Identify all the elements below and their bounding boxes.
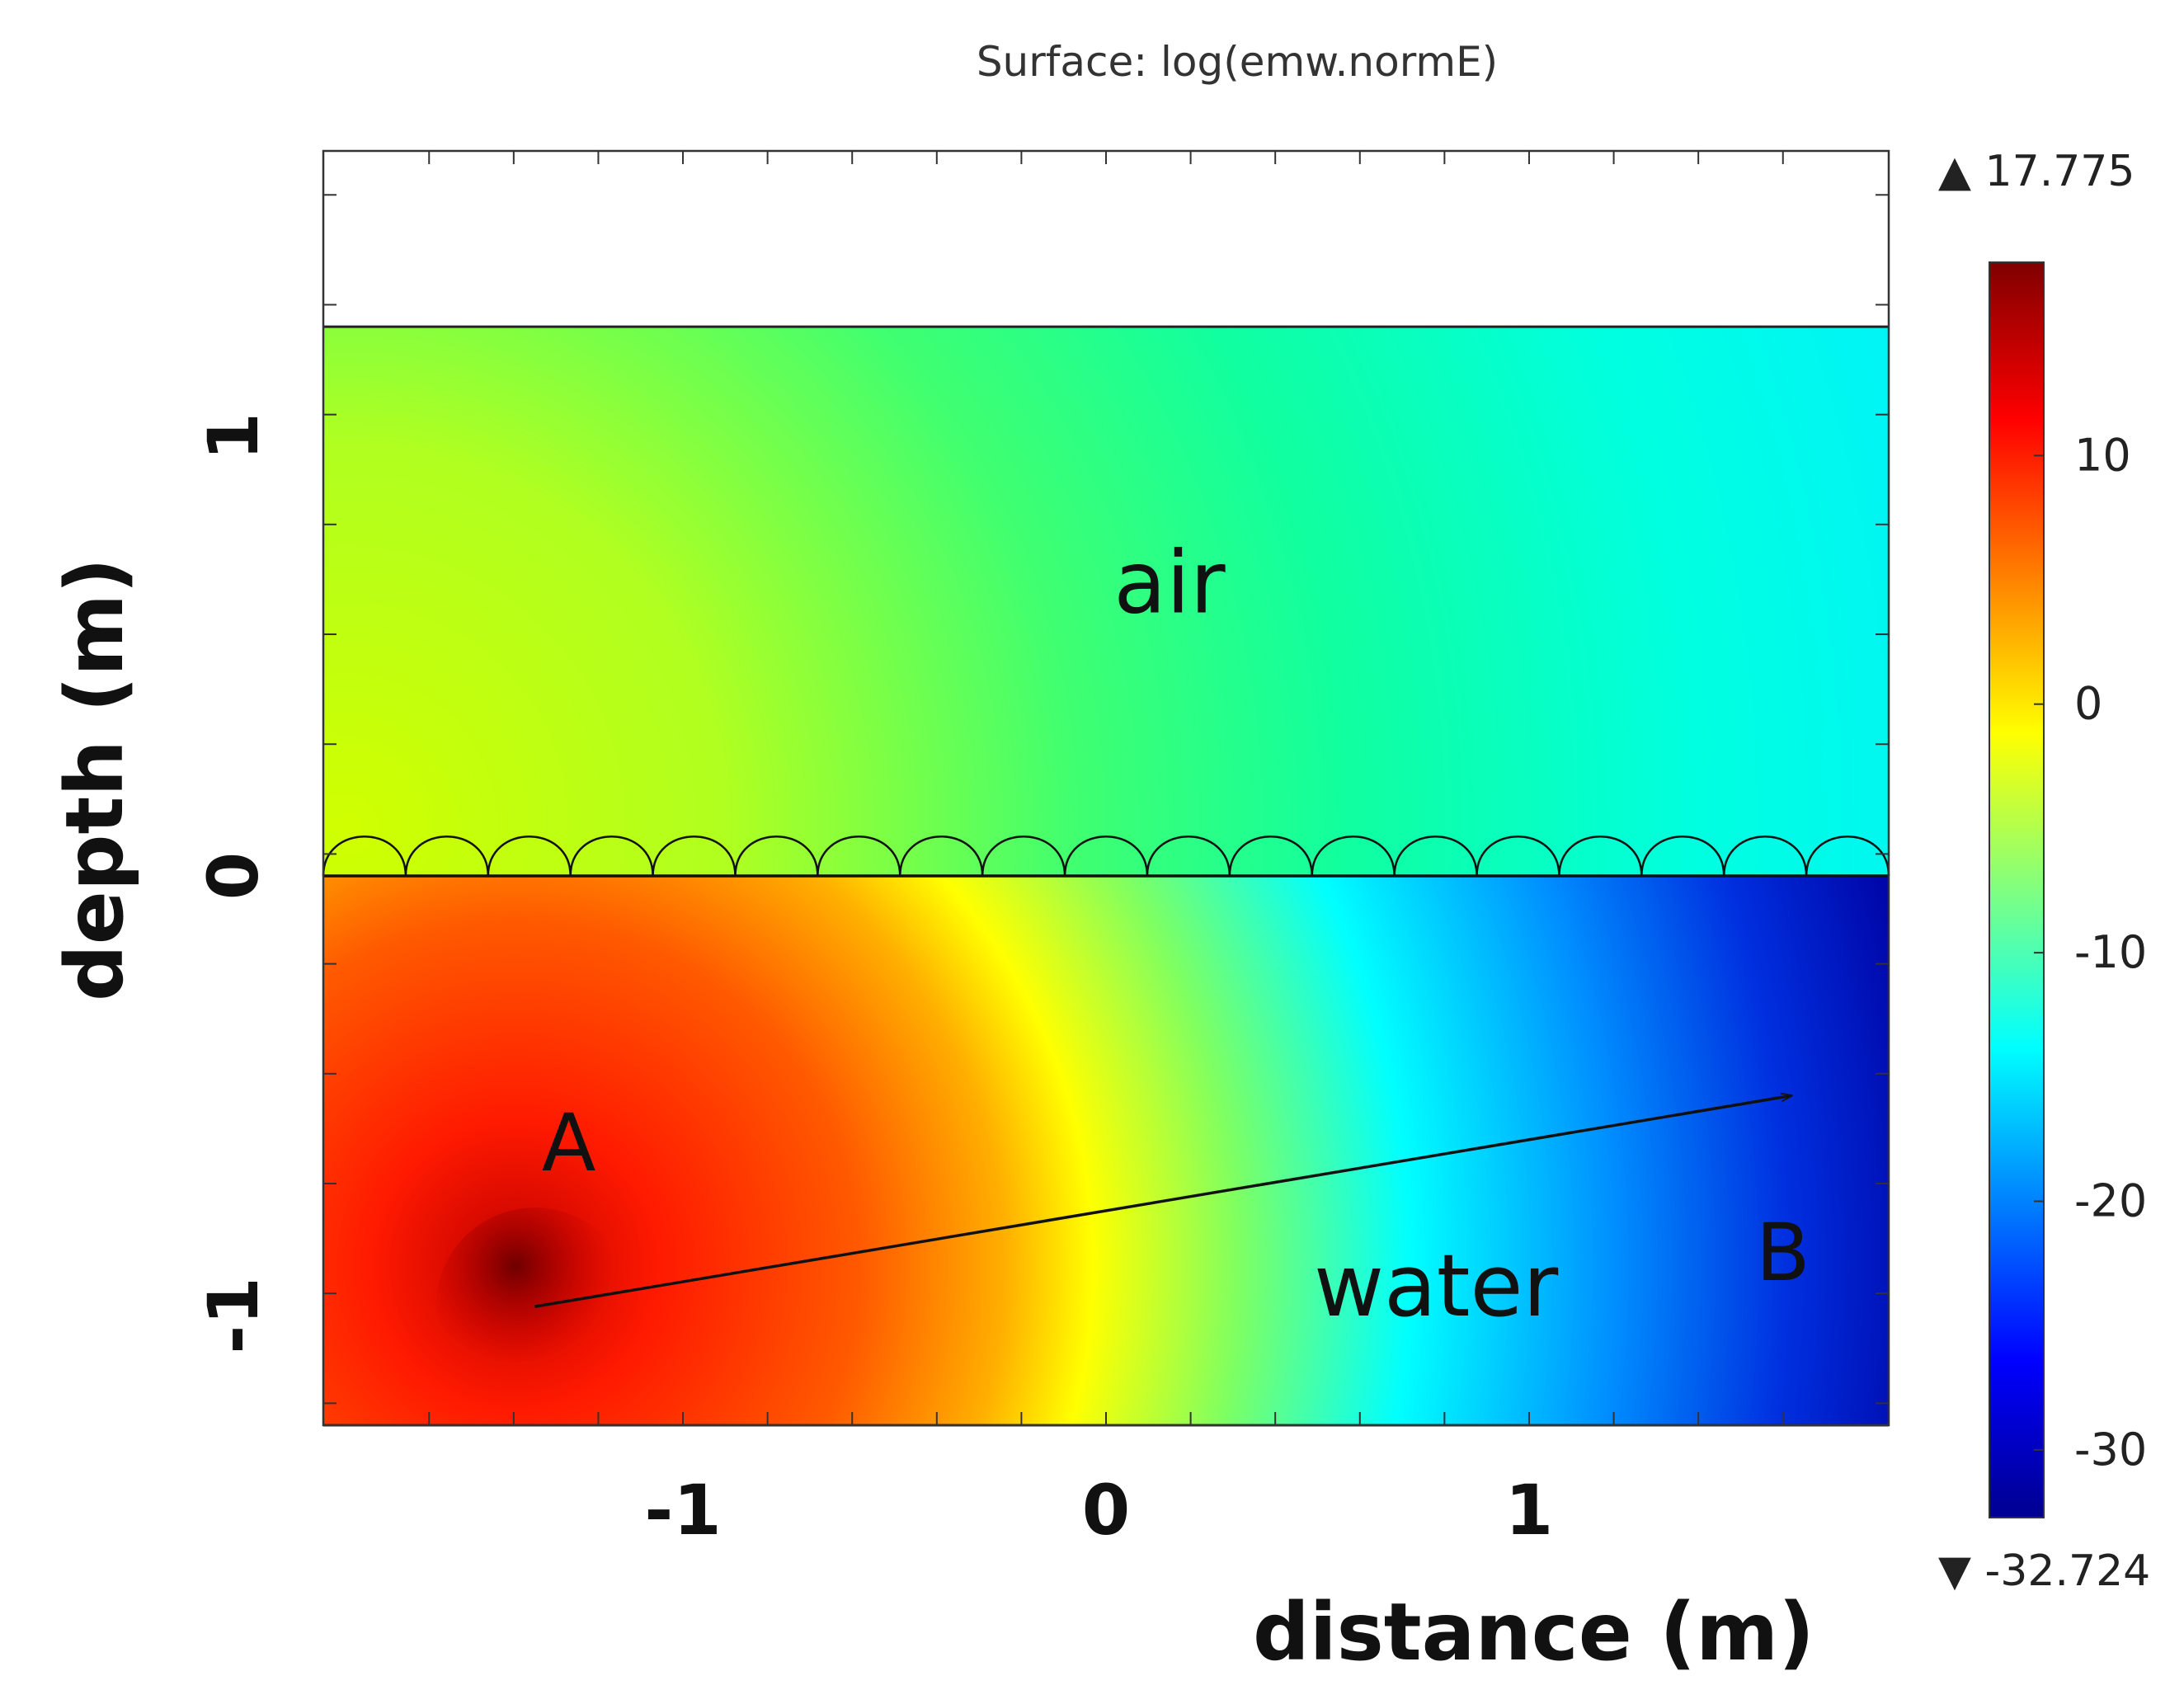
colorbar: -30 -20 -10 0 10 ▲ 17.775 ▼ -32.724 [1938, 147, 2150, 1596]
colorbar-tick-label: -20 [2074, 1175, 2147, 1227]
x-axis-tick-labels: -1 0 1 [644, 1470, 1553, 1551]
colorbar-max-label: ▲ 17.775 [1938, 147, 2135, 196]
colorbar-tick-label: 0 [2074, 678, 2102, 730]
y-tick-label: -1 [193, 1277, 274, 1353]
y-tick-label: 1 [193, 412, 274, 460]
point-b-label: B [1756, 1207, 1810, 1299]
x-tick-label: 1 [1505, 1470, 1553, 1551]
path-arrow [534, 1095, 1791, 1308]
point-a-label: A [542, 1097, 596, 1189]
x-tick-label: -1 [644, 1470, 721, 1551]
colorbar-tick-label: 10 [2074, 429, 2131, 481]
chart-title: Surface: log(emw.normE) [977, 38, 1498, 86]
colorbar-tick-label: -10 [2074, 926, 2147, 978]
air-region [323, 327, 1889, 877]
axis-minor-ticks [323, 151, 1889, 1425]
x-axis-label: distance (m) [1253, 1586, 1815, 1678]
y-axis-label: depth (m) [49, 558, 141, 1001]
surface-wave-outline [322, 835, 1890, 877]
colorbar-tick-label: -30 [2074, 1424, 2147, 1476]
colorbar-gradient [1989, 261, 2045, 1518]
air-label: air [1113, 532, 1226, 633]
y-tick-label: 0 [193, 852, 274, 900]
y-axis-tick-labels: -1 0 1 [193, 412, 274, 1353]
plot-area [322, 149, 1890, 1427]
water-label: water [1314, 1236, 1559, 1336]
colorbar-min-label: ▼ -32.724 [1938, 1546, 2150, 1596]
x-tick-label: 0 [1082, 1470, 1130, 1551]
colorbar-ticks: -30 -20 -10 0 10 [2034, 429, 2147, 1476]
